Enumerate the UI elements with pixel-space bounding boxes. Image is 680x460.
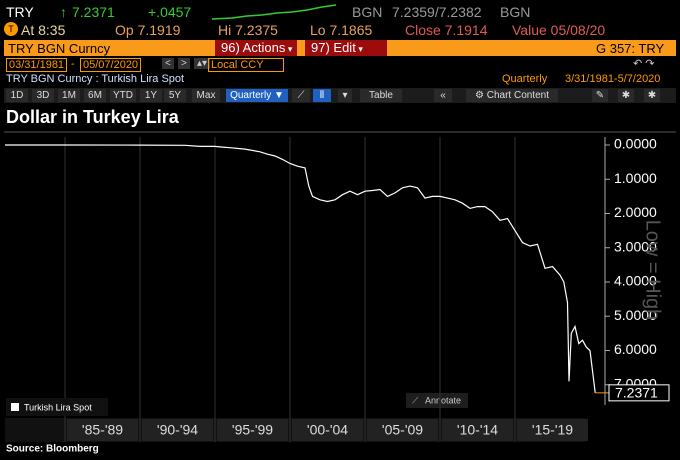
prev-button[interactable]: < [162,58,174,69]
range-button[interactable]: YTD [110,89,136,102]
last-value-label: 7.2371 [615,385,658,401]
annotate-icon: ⟋ [412,395,419,405]
end-date[interactable]: 05/07/2020 [80,58,142,72]
settings-icon[interactable]: ✱ [618,89,634,102]
y-tick-label: 1.0000 [614,170,657,186]
actions-label: 96) Actions [221,40,286,55]
function-code: G 357: TRY [596,41,665,56]
x-tick-label: '00-'04 [307,422,348,438]
x-tick-label: '15-'19 [532,422,573,438]
ccy-arrows[interactable]: ▴▾ [194,58,211,69]
legend-label: Turkish Lira Spot [24,402,92,412]
y-tick-label: 2.0000 [614,204,657,220]
last-price: 7.2371 [72,4,115,20]
range-button[interactable]: 1Y [140,89,162,102]
x-period-box [217,419,288,441]
start-date[interactable]: 03/31/1981 [6,58,68,72]
sparkline [212,4,337,20]
ticker: TRY [6,4,34,20]
security: TRY BGN Curncy [8,41,111,56]
chart-type-button[interactable]: ⟋ [292,89,310,102]
currency[interactable]: Local CCY [208,58,284,72]
period: Quarterly [502,73,548,85]
ask-label: BGN [500,4,531,20]
y-tick-label: 4.0000 [614,273,657,289]
chart-content-label: Chart Content [486,90,549,101]
collapse-button[interactable]: « [434,89,452,102]
x-period-box [142,419,213,441]
range-button[interactable]: 5Y [164,89,186,102]
range-button[interactable]: 3D [32,89,54,102]
bar-type-button[interactable]: ⫴ [313,89,331,102]
range-button[interactable]: 1D [6,89,28,102]
y-tick-label: 6.0000 [614,341,657,357]
legend-swatch [11,403,19,411]
source: Source: Bloomberg [6,444,99,455]
range-button[interactable]: Max [192,89,220,102]
at-time: At 8:35 [21,22,66,38]
bid-label: BGN [352,4,383,20]
high: Hi 7.2375 [218,22,278,38]
up-arrow: ↑ [60,4,67,20]
annotate-label: Annotate [425,395,461,405]
open: Op 7.1919 [115,22,181,38]
last-value-box [608,384,670,402]
next-button[interactable]: > [178,58,190,69]
table-button[interactable]: Table [360,89,402,102]
frequency-button[interactable]: Quarterly ▼ [226,89,288,102]
change: +.0457 [148,4,192,20]
date-sep: - [71,58,75,70]
chart-title: Dollar in Turkey Lira [6,107,180,127]
range-button[interactable]: 6M [84,89,106,102]
edit-icon[interactable]: ✎ [592,89,608,102]
close: Close 7.1914 [405,22,488,38]
range-button[interactable]: 1M [58,89,80,102]
x-tick-label: '90-'94 [157,422,198,438]
x-period-box [67,419,138,441]
bid-ask: 7.2359/7.2382 [392,4,482,20]
x-period-box [367,419,438,441]
low: Lo 7.1865 [310,22,373,38]
description: TRY BGN Curncy : Turkish Lira Spot [6,73,185,85]
table-label: Table [369,90,393,101]
x-tick-label: '10-'14 [457,422,498,438]
legend-box [6,398,108,416]
options-icon[interactable]: ✱ [644,89,660,102]
x-period-box [292,419,363,441]
value-date: Value 05/08/20 [512,22,606,38]
x-tick-label: '85-'89 [82,422,123,438]
x-period-box [442,419,513,441]
trade-icon: T [4,22,18,36]
axis-note: Low = High [642,220,664,321]
y-tick-label: 3.0000 [614,238,657,254]
frequency-label: Quarterly [230,90,272,101]
chart-content-button[interactable]: ⚙ Chart Content [466,89,558,102]
date-range: 3/31/1981-5/7/2020 [565,73,661,85]
x-tick-label: '05-'09 [382,422,423,438]
actions-button[interactable]: 96) Actions ▾ [215,40,297,56]
y-tick-label: 0.0000 [614,136,657,152]
x-period-box [517,419,588,441]
undo-redo[interactable]: ↶ ↷ [633,58,655,70]
edit-label: 97) Edit [311,40,356,55]
y-tick-label: 5.0000 [614,307,657,323]
x-tick-label: '95-'99 [232,422,273,438]
more-button[interactable]: ▾ [338,89,352,102]
edit-button[interactable]: 97) Edit ▾ [305,40,387,56]
annotate-button[interactable] [406,393,468,408]
price-line [5,144,596,393]
